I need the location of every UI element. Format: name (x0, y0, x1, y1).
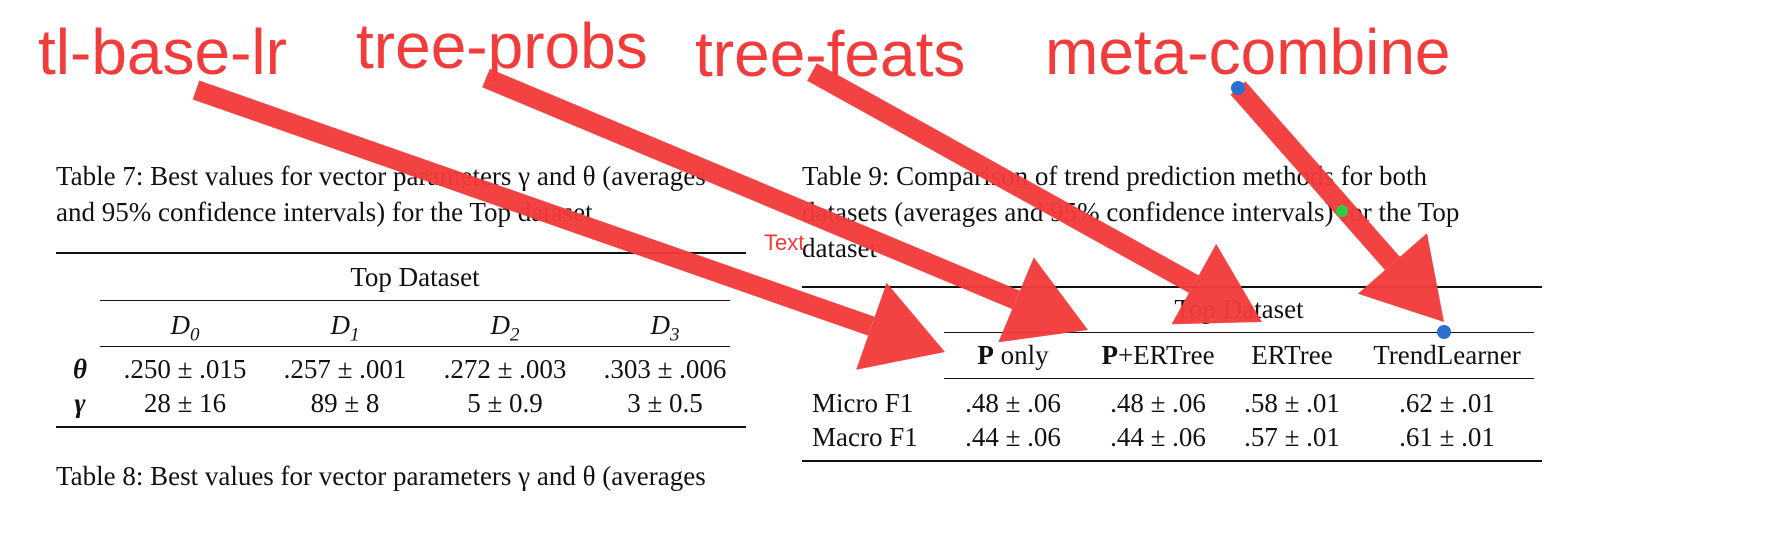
table7-caption: Table 7: Best values for vector paramete… (56, 158, 756, 230)
table9-col-p-only-label: P only (977, 340, 1049, 370)
annotation-label-tree-probs: tree-probs (356, 10, 648, 82)
table9-col-ertree: ERTree (1251, 340, 1333, 370)
table9-row-label-micro: Micro F1 (812, 388, 914, 418)
arrow-tl-base-lr-shaft[interactable] (192, 80, 875, 336)
arrow-meta-combine-shaft[interactable] (1230, 81, 1400, 271)
table9-mid-rule (944, 332, 1534, 333)
arrow-meta-combine-head[interactable] (1357, 233, 1444, 322)
text-marker[interactable]: Text (764, 230, 805, 255)
table9-cell: .48 ± .06 (965, 388, 1061, 418)
table9-col-p-ertree: P+ERTree (1101, 340, 1215, 370)
annotation-label-tl-base-lr: tl-base-lr (38, 16, 287, 88)
table7-cell: 28 ± 16 (143, 388, 227, 418)
table7-top-rule (56, 252, 746, 254)
table7-col-d0: D0 (170, 310, 200, 346)
arrow-end-handle[interactable] (1437, 325, 1451, 339)
table7-header-rule (100, 346, 730, 347)
table7-cell: .303 ± .006 (603, 354, 727, 384)
annotation-label-meta-combine: meta-combine (1045, 16, 1451, 88)
arrow-tree-probs-head[interactable] (998, 257, 1088, 343)
arrow-tree-feats-shaft[interactable] (807, 63, 1199, 293)
table9-top-rule (802, 286, 1542, 288)
table9-header-rule (944, 378, 1534, 379)
table9-cell: .58 ± .01 (1244, 388, 1340, 418)
table7-cell: .250 ± .015 (123, 354, 247, 384)
arrow-tree-probs-shaft[interactable] (482, 68, 1020, 310)
table9-cell: .62 ± .01 (1399, 388, 1495, 418)
table9-row-label-macro: Macro F1 (812, 422, 918, 452)
table9-bottom-rule (802, 460, 1542, 462)
arrow-tl-base-lr-head[interactable] (856, 282, 945, 370)
table7-bottom-rule (56, 426, 746, 428)
table7-cell: 89 ± 8 (310, 388, 380, 418)
table9-col-p-only: P only (948, 340, 1078, 371)
table9-cell: .44 ± .06 (965, 422, 1061, 452)
table9-cell: .57 ± .01 (1244, 422, 1340, 452)
table9-cell: .61 ± .01 (1399, 422, 1495, 452)
table7-row-label-gamma: γ (74, 388, 86, 418)
arrow-tree-feats-head[interactable] (1171, 243, 1263, 325)
table9-col-trendlearner: TrendLearner (1373, 340, 1521, 370)
table7-caption-line1: Table 7: Best values for vector paramete… (56, 161, 706, 191)
table8-caption: Table 8: Best values for vector paramete… (56, 461, 706, 491)
table7-group-header: Top Dataset (350, 262, 480, 292)
arrow-start-handle[interactable] (1231, 81, 1245, 95)
table9-cell: .44 ± .06 (1110, 422, 1206, 452)
table7-cell: .257 ± .001 (283, 354, 407, 384)
table7-cell: 3 ± 0.5 (627, 388, 703, 418)
table7-col-d2: D2 (490, 310, 520, 346)
table7-col-d1: D1 (330, 310, 360, 346)
table7-cell: .272 ± .003 (443, 354, 567, 384)
table7-row-label-theta: θ (72, 354, 87, 384)
table7-col-d3: D3 (650, 310, 680, 346)
table7-cell: 5 ± 0.9 (467, 388, 543, 418)
arrow-mid-handle[interactable] (1336, 205, 1348, 217)
table7-mid-rule (100, 300, 730, 301)
table9-cell: .48 ± .06 (1110, 388, 1206, 418)
